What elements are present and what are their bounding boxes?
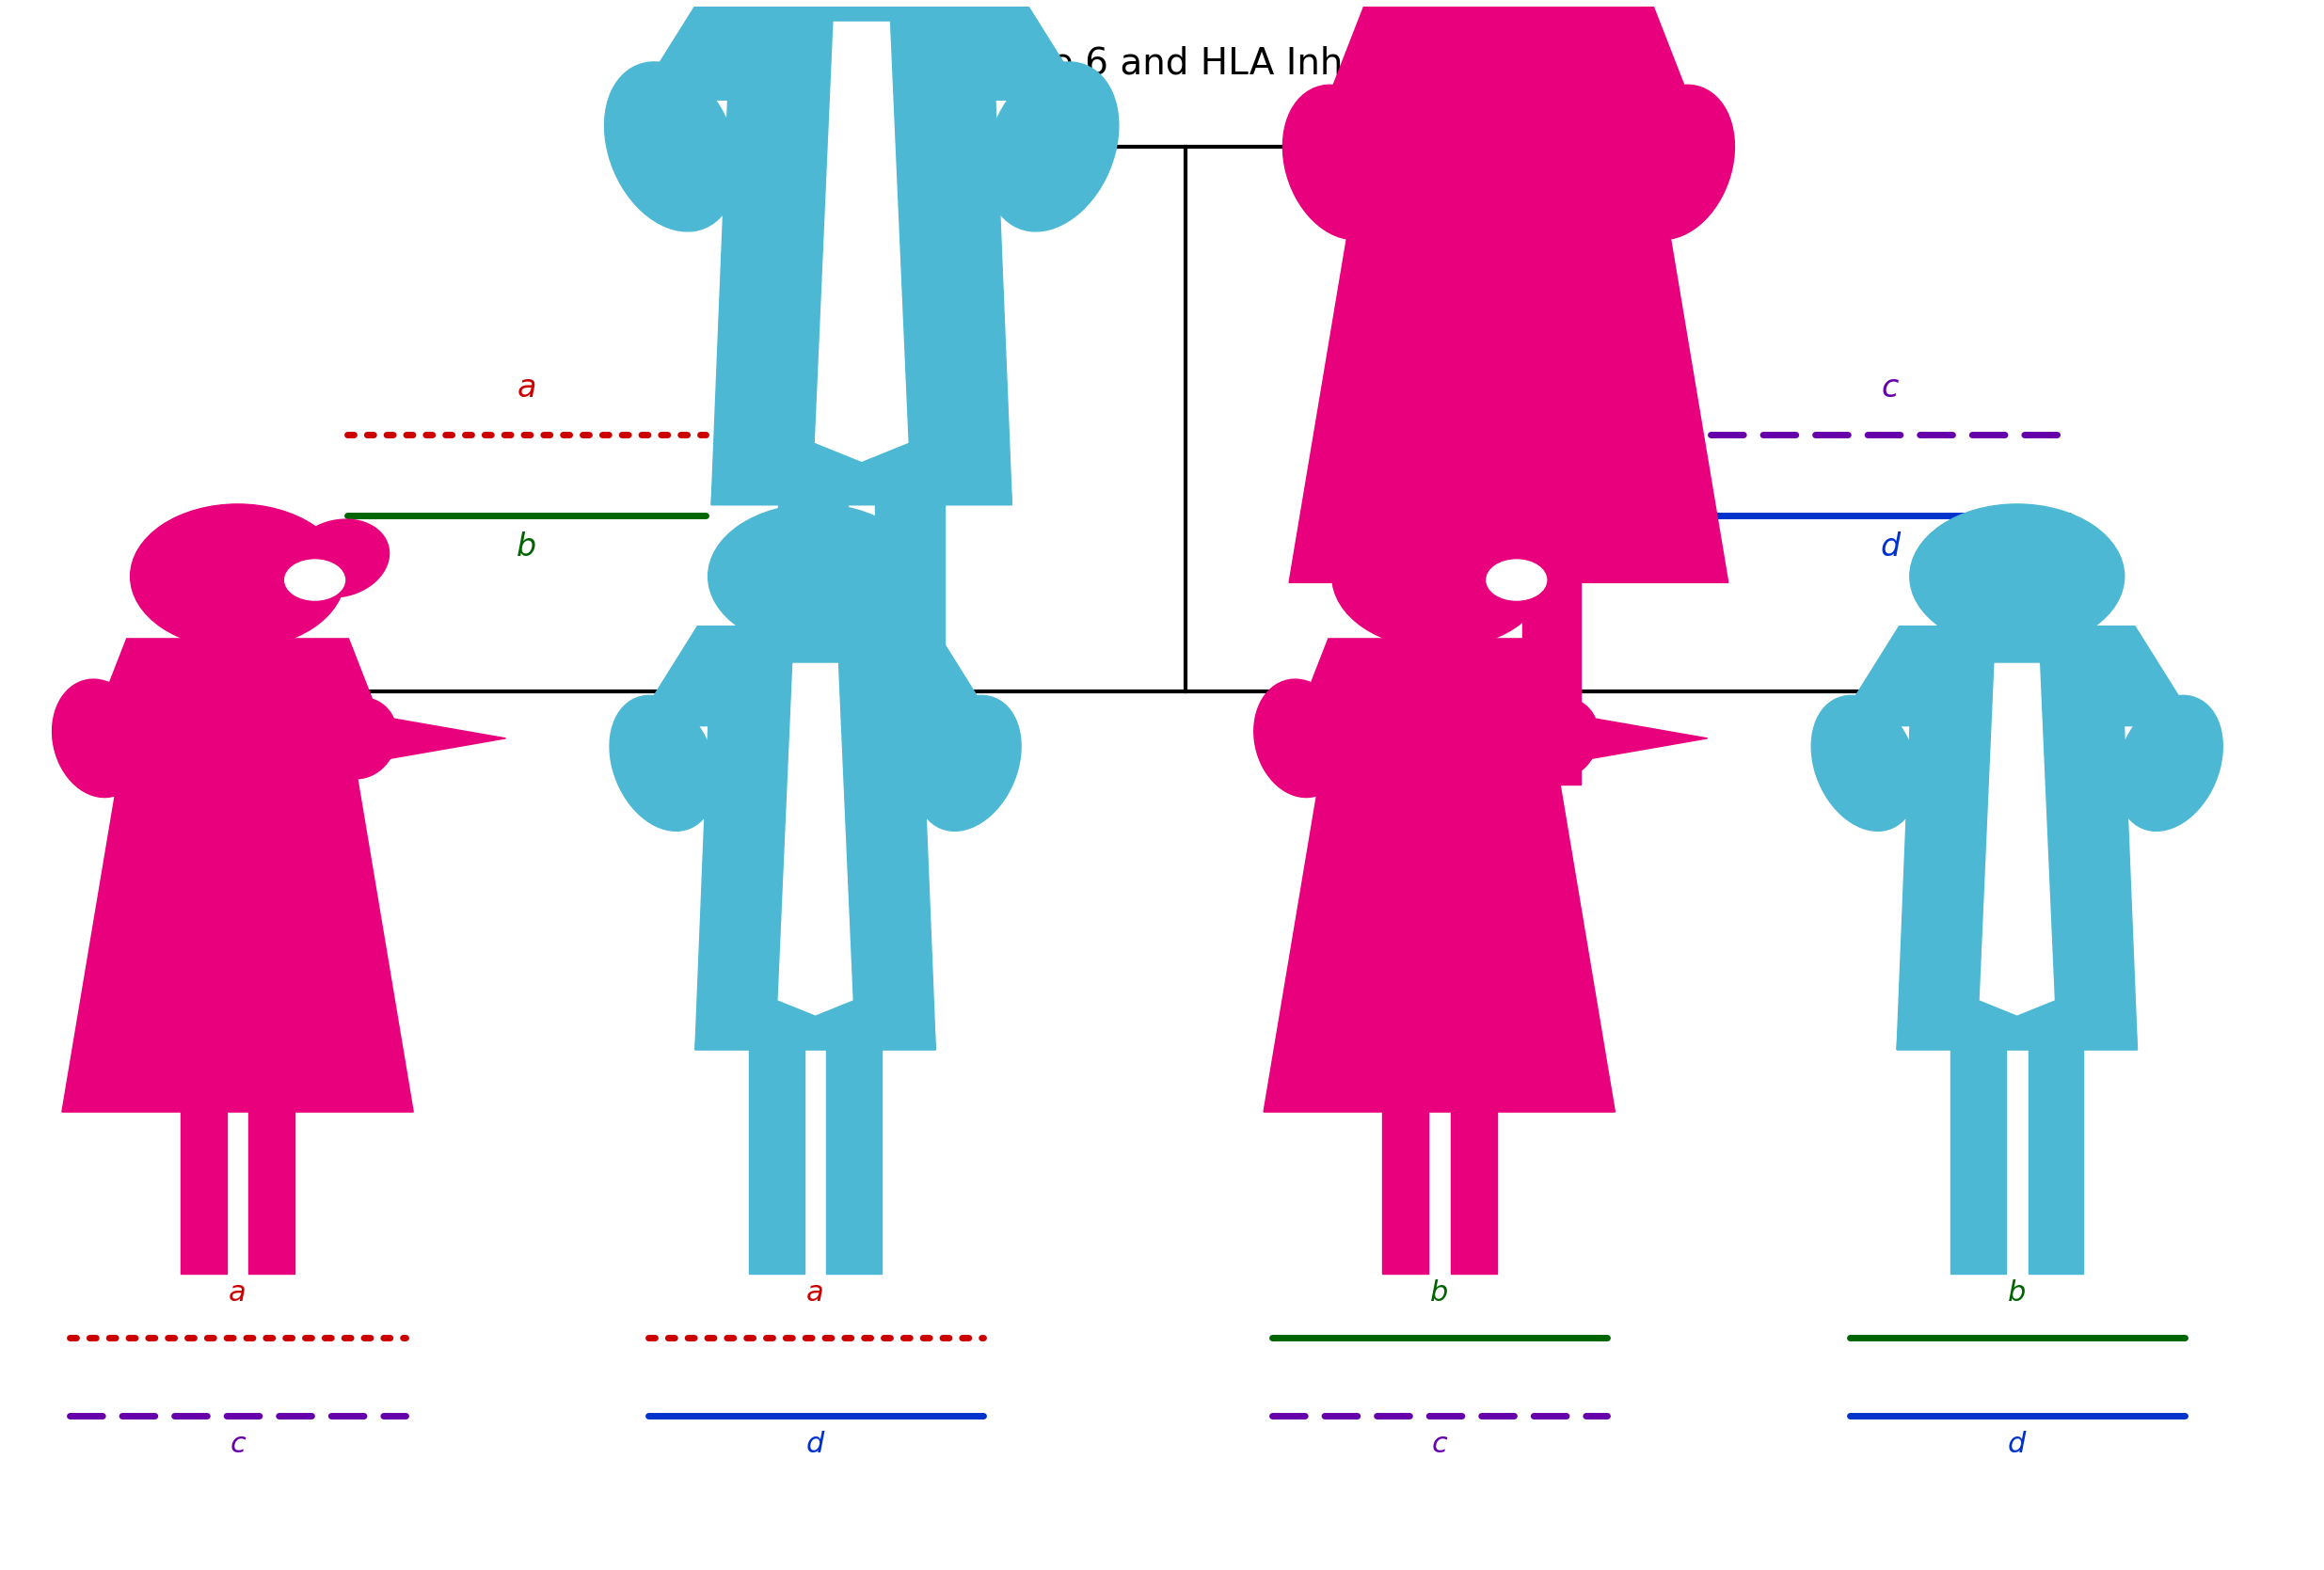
Polygon shape <box>63 725 414 1112</box>
Polygon shape <box>1950 1050 2006 1273</box>
Polygon shape <box>695 725 937 1050</box>
Text: a: a <box>516 372 537 403</box>
Polygon shape <box>1383 1112 1429 1273</box>
Text: b: b <box>2008 1280 2027 1306</box>
Polygon shape <box>1980 664 2054 1014</box>
Text: d: d <box>2008 1432 2027 1459</box>
Text: b: b <box>516 531 537 562</box>
Text: b: b <box>1429 1280 1448 1306</box>
Circle shape <box>727 0 995 3</box>
Circle shape <box>1487 560 1545 600</box>
Polygon shape <box>2029 1050 2085 1273</box>
Ellipse shape <box>1255 680 1348 798</box>
Ellipse shape <box>1615 85 1734 240</box>
Circle shape <box>130 504 344 648</box>
Text: d: d <box>806 1432 825 1459</box>
Ellipse shape <box>323 699 397 779</box>
Text: Chromosome 6 and HLA Inheritance: Chromosome 6 and HLA Inheritance <box>830 46 1494 82</box>
Text: c: c <box>1882 372 1899 403</box>
Ellipse shape <box>1283 85 1401 240</box>
Polygon shape <box>748 1050 804 1273</box>
Polygon shape <box>1836 626 2196 725</box>
Ellipse shape <box>1810 696 1917 831</box>
Circle shape <box>1910 504 2124 648</box>
Polygon shape <box>1450 1112 1497 1273</box>
Ellipse shape <box>1525 699 1599 779</box>
Ellipse shape <box>985 61 1118 231</box>
Circle shape <box>1373 0 1643 3</box>
Polygon shape <box>1436 582 1494 785</box>
Polygon shape <box>249 1112 295 1273</box>
Polygon shape <box>1896 652 2138 1050</box>
Text: a: a <box>806 1280 825 1306</box>
Circle shape <box>1332 504 1545 648</box>
Ellipse shape <box>916 696 1020 831</box>
Polygon shape <box>711 100 1011 504</box>
Text: c: c <box>230 1432 246 1459</box>
Polygon shape <box>827 1050 881 1273</box>
Polygon shape <box>816 22 909 462</box>
Ellipse shape <box>53 680 146 798</box>
Polygon shape <box>634 626 995 725</box>
Ellipse shape <box>609 696 716 831</box>
Circle shape <box>286 560 344 600</box>
Polygon shape <box>779 664 853 1014</box>
Circle shape <box>709 504 923 648</box>
Text: d: d <box>1880 531 1901 562</box>
Text: a: a <box>228 1280 246 1306</box>
Ellipse shape <box>1492 520 1592 597</box>
Polygon shape <box>349 711 507 766</box>
Ellipse shape <box>604 61 737 231</box>
Ellipse shape <box>2117 696 2222 831</box>
Polygon shape <box>779 504 848 785</box>
Polygon shape <box>695 652 937 1050</box>
Polygon shape <box>876 504 946 785</box>
Polygon shape <box>1290 100 1729 582</box>
Polygon shape <box>1322 0 1697 116</box>
Polygon shape <box>88 639 388 738</box>
Polygon shape <box>181 1112 225 1273</box>
Polygon shape <box>1290 639 1590 738</box>
Polygon shape <box>711 6 1011 504</box>
Polygon shape <box>1264 725 1615 1112</box>
Ellipse shape <box>290 520 388 597</box>
Text: c: c <box>1432 1432 1448 1459</box>
Polygon shape <box>1522 582 1580 785</box>
Polygon shape <box>637 0 1088 100</box>
Polygon shape <box>1896 725 2138 1050</box>
Polygon shape <box>1550 711 1708 766</box>
